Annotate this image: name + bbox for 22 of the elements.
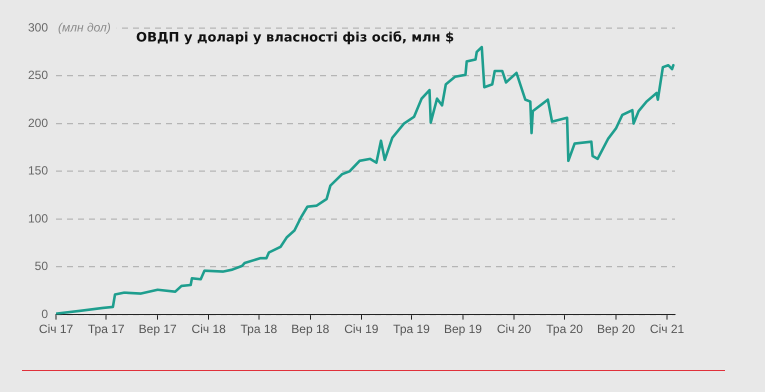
x-tick-label: Вер 20 <box>597 322 636 336</box>
x-tick-label: Вер 19 <box>444 322 482 336</box>
y-tick-label: 100 <box>28 211 48 226</box>
x-tick-label: Тра 17 <box>88 322 125 336</box>
x-tick-label: Тра 19 <box>393 322 430 336</box>
x-tick-label: Тра 18 <box>240 322 278 336</box>
y-tick-label: 0 <box>41 306 48 321</box>
y-axis-title: (млн дол) <box>58 20 111 34</box>
x-tick-label: Тра 20 <box>546 322 584 336</box>
y-tick-label: 50 <box>34 259 48 274</box>
x-tick-label: Січ 20 <box>496 322 532 336</box>
x-tick-label: Вер 17 <box>138 322 177 336</box>
y-tick-label: 200 <box>28 116 48 130</box>
x-tick-label: Вер 18 <box>291 322 330 336</box>
x-tick-label: Січ 18 <box>192 322 226 336</box>
y-tick-label: 300 <box>28 20 48 34</box>
x-tick-label: Січ 17 <box>38 322 74 336</box>
x-tick-label: Січ 19 <box>344 322 379 336</box>
x-tick-label: Січ 21 <box>650 322 685 336</box>
y-tick-label: 250 <box>28 68 48 82</box>
y-tick-label: 150 <box>28 164 48 178</box>
chart-title: ОВДП у доларі у власності фіз осіб, млн $ <box>136 30 454 46</box>
